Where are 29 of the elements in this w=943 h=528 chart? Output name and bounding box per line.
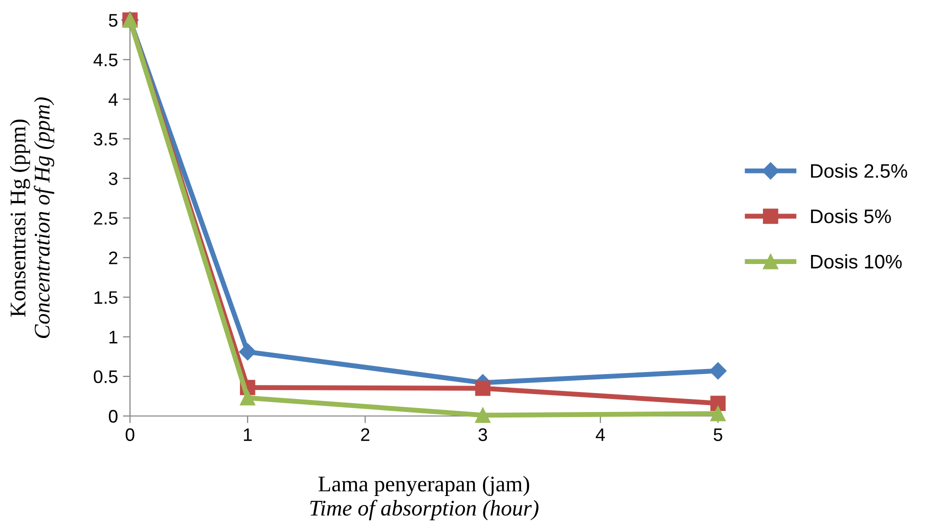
y-tick-label: 1	[110, 330, 118, 344]
y-tick-label: 2.5	[94, 212, 118, 225]
y-tick-label: 4	[108, 93, 118, 106]
legend-label: Dosis 5%	[811, 208, 891, 224]
point	[475, 380, 490, 396]
x-axis-title: Lama penyerapan (jam) Time of absorption (hour)	[310, 476, 538, 520]
legend-label: Dosis 10%	[811, 254, 902, 269]
y-tick-label: 0	[108, 410, 118, 423]
point	[709, 362, 727, 380]
y-tick-label: 5	[108, 14, 118, 27]
legend-label: Dosis 2.5%	[811, 164, 908, 178]
point	[475, 408, 490, 423]
x-tick-label: 5	[714, 428, 722, 442]
y-tick-label: 4.5	[94, 54, 118, 66]
x-tick-label: 0	[126, 428, 134, 442]
y-tick-label: 0.5	[94, 370, 118, 384]
x-tick-label: 3	[478, 428, 488, 442]
y-tick-label: 1.5	[94, 291, 118, 304]
y-tick-label: 3.5	[94, 132, 118, 146]
y-tick-label: 3	[108, 172, 118, 186]
x-tick-label: 1	[244, 428, 252, 441]
point	[710, 406, 726, 422]
x-tick-label: 2	[361, 428, 370, 441]
point	[239, 343, 256, 360]
x-tick-label: 4	[596, 428, 605, 441]
y-axis-title: Konsentrasi Hg (ppm) Concentration of Hg (ppm)	[10, 97, 54, 338]
point	[710, 396, 726, 411]
y-tick-label: 2	[109, 252, 118, 264]
point	[240, 390, 256, 406]
